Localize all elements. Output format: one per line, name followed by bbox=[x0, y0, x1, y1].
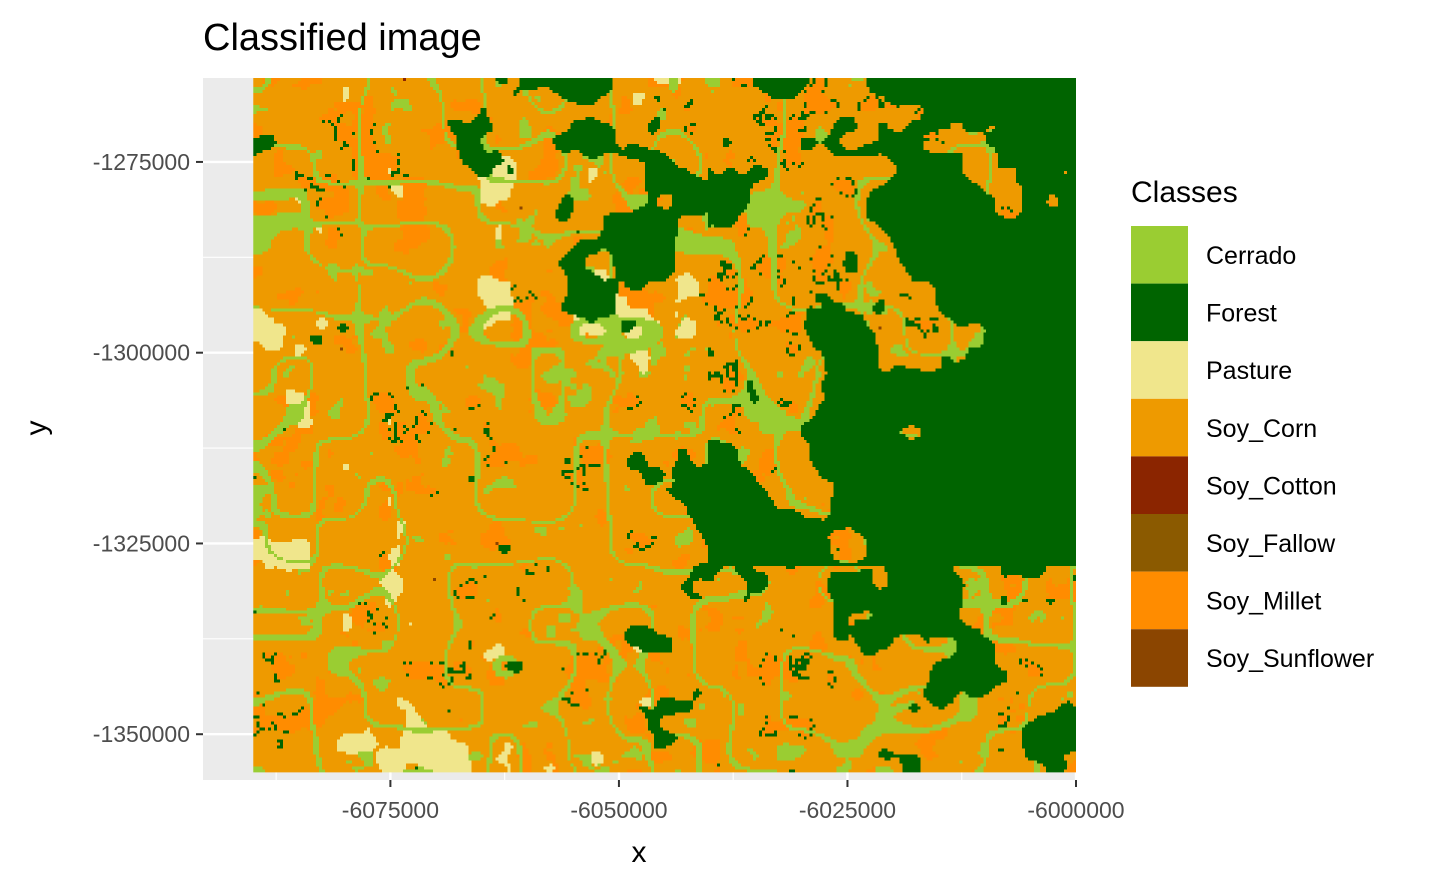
legend-entry: Soy_Corn bbox=[1131, 398, 1317, 457]
legend-entry: Pasture bbox=[1131, 341, 1292, 399]
y-tick-label: -1325000 bbox=[93, 530, 190, 556]
legend-items: Cerrado Forest Pasture Soy_Corn Soy_Cotton So… bbox=[1131, 226, 1374, 687]
legend-label: Pasture bbox=[1206, 357, 1292, 385]
y-tick-label: -1300000 bbox=[93, 340, 190, 366]
legend-color-key bbox=[1131, 629, 1188, 687]
legend-color-key bbox=[1131, 514, 1188, 572]
y-tick-label: -1350000 bbox=[93, 721, 190, 747]
x-axis: -6075000 -6050000 -6025000 -6000000 bbox=[342, 780, 1125, 823]
legend-color-key bbox=[1131, 283, 1188, 342]
legend-label: Cerrado bbox=[1206, 242, 1296, 270]
legend-entry: Soy_Fallow bbox=[1131, 514, 1336, 572]
legend-entry: Soy_Cotton bbox=[1131, 456, 1337, 514]
legend-title: Classes bbox=[1131, 176, 1238, 209]
chart-title: Classified image bbox=[203, 17, 482, 59]
x-axis-title: x bbox=[632, 836, 647, 869]
legend-label: Soy_Sunflower bbox=[1206, 645, 1374, 673]
legend: Classes Cerrado Forest Pasture Soy_Corn Soy_… bbox=[1131, 176, 1374, 687]
legend-label: Soy_Corn bbox=[1206, 415, 1317, 443]
legend-color-key bbox=[1131, 571, 1188, 630]
plot-panel bbox=[203, 78, 1078, 780]
legend-color-key bbox=[1131, 456, 1188, 514]
classified-raster bbox=[253, 78, 1077, 773]
legend-color-key bbox=[1131, 398, 1188, 457]
legend-entry: Cerrado bbox=[1131, 226, 1296, 284]
legend-label: Soy_Millet bbox=[1206, 588, 1321, 616]
legend-entry: Soy_Sunflower bbox=[1131, 629, 1374, 687]
legend-color-key bbox=[1131, 341, 1188, 399]
y-axis: -1275000 -1300000 -1325000 -1350000 bbox=[93, 149, 203, 747]
legend-color-key bbox=[1131, 226, 1188, 284]
x-tick-label: -6025000 bbox=[799, 797, 896, 823]
legend-entry: Soy_Millet bbox=[1131, 571, 1321, 630]
raster-image bbox=[253, 78, 1077, 773]
y-tick-label: -1275000 bbox=[93, 149, 190, 175]
x-tick-label: -6000000 bbox=[1027, 797, 1124, 823]
x-tick-label: -6075000 bbox=[342, 797, 439, 823]
x-tick-label: -6050000 bbox=[570, 797, 667, 823]
legend-label: Forest bbox=[1206, 300, 1277, 328]
legend-label: Soy_Fallow bbox=[1206, 530, 1336, 558]
y-axis-title: y bbox=[20, 421, 53, 436]
legend-label: Soy_Cotton bbox=[1206, 472, 1337, 500]
legend-entry: Forest bbox=[1131, 283, 1277, 342]
